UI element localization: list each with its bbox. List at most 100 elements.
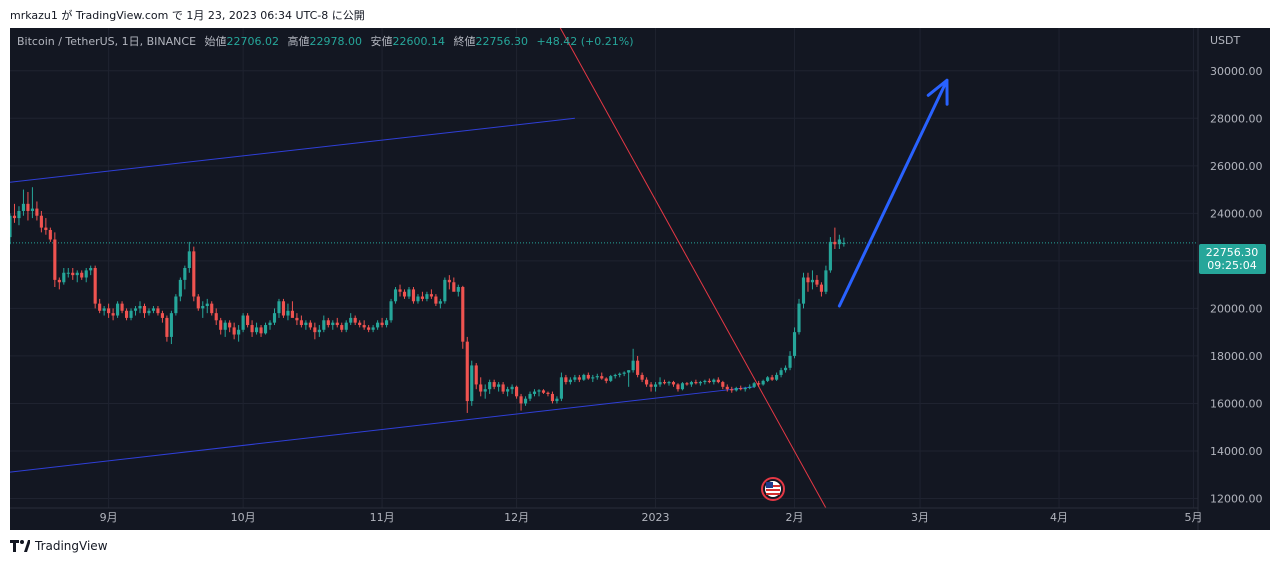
tradingview-logo-icon [10, 540, 30, 552]
chart-panel[interactable]: 30000.0028000.0026000.0024000.0022000.00… [10, 28, 1270, 530]
candle-body [228, 322, 232, 328]
candle-body [66, 272, 70, 274]
candle-body [304, 322, 308, 326]
candle-body [340, 325, 344, 330]
candle-body [586, 374, 590, 379]
candle-body [393, 289, 398, 302]
candle-body [102, 308, 106, 311]
legend: Bitcoin / TetherUS, 1日, BINANCE 始値22706.… [17, 34, 634, 48]
candle-body [434, 296, 438, 304]
candle-body [550, 393, 555, 402]
candle-body [290, 310, 294, 318]
candle-body [30, 208, 34, 211]
candle-body [241, 315, 245, 330]
candle-body [402, 291, 407, 297]
candle-body [89, 268, 93, 271]
candle-body [452, 282, 456, 292]
candle-body [577, 377, 581, 380]
candle-body [716, 379, 720, 383]
candle-body [775, 374, 779, 380]
price-tick-label: 20000.00 [1210, 302, 1263, 315]
footer-brand[interactable]: TradingView [35, 539, 108, 553]
candle-body [75, 272, 79, 276]
candle-body [192, 251, 196, 297]
candle-body [810, 279, 815, 283]
candle-body [474, 365, 478, 385]
candle-body [712, 379, 716, 383]
candle-body [465, 341, 469, 402]
candle-body [407, 289, 411, 297]
badge-price: 22756.30 [1206, 246, 1259, 259]
currency-label: USDT [1210, 34, 1241, 47]
candle-body [515, 386, 519, 397]
candle-body [528, 393, 532, 399]
candle-body [815, 279, 819, 285]
candle-body [694, 382, 698, 384]
candle-body [53, 239, 57, 280]
candle-body [223, 322, 227, 330]
time-tick-label: 2023 [642, 511, 670, 524]
legend-open-label: 始値 [205, 34, 227, 48]
candle-body [263, 325, 268, 334]
candle-body [376, 322, 380, 328]
footer: TradingView [10, 539, 108, 553]
candle-body [591, 377, 595, 379]
price-tick-label: 12000.00 [1210, 492, 1263, 505]
candle-body [147, 310, 151, 314]
candle-body [766, 377, 770, 381]
candle-body [676, 384, 680, 390]
candle-body [389, 301, 393, 321]
legend-high-value: 22978.00 [310, 35, 363, 48]
candle-body [649, 384, 653, 387]
candle-body [806, 277, 810, 283]
candle-body [299, 320, 303, 326]
candle-body [725, 386, 729, 390]
candles [10, 187, 846, 413]
candle-body [26, 203, 30, 211]
candle-body [582, 374, 586, 380]
time-tick-label: 4月 [1050, 511, 1068, 524]
candle-body [367, 327, 371, 330]
candle-body [371, 327, 375, 330]
candle-body [12, 215, 17, 219]
price-axis[interactable]: 30000.0028000.0026000.0024000.0022000.00… [1210, 65, 1263, 506]
candle-body [640, 374, 644, 380]
candle-body [142, 306, 147, 314]
price-tick-label: 28000.00 [1210, 112, 1263, 125]
candle-body [398, 289, 402, 292]
candle-body [174, 296, 178, 314]
target-arrow-shaft [837, 78, 949, 308]
candle-body [828, 241, 832, 271]
svg-text:Bitcoin / TetherUS, 1日, BINANC: Bitcoin / TetherUS, 1日, BINANCE 始値22706.… [17, 34, 634, 48]
trendlines[interactable] [10, 28, 949, 509]
chart-background [10, 28, 1270, 530]
candle-body [730, 389, 734, 391]
candlestick-chart[interactable]: 30000.0028000.0026000.0024000.0022000.00… [10, 28, 1270, 530]
candle-body [138, 306, 142, 309]
time-axis[interactable]: 9月 10月 11月 12月 2023 2月 3月 4月 5月 [100, 511, 1203, 524]
candle-body [272, 313, 277, 323]
candle-body [739, 388, 743, 390]
candle-body [425, 294, 429, 299]
candle-body [313, 327, 317, 333]
price-tick-label: 30000.00 [1210, 65, 1263, 78]
candle-body [783, 367, 788, 371]
candle-body [792, 332, 797, 356]
candle-body [604, 378, 608, 381]
target-arrow-head [926, 78, 949, 106]
us-flag-icon[interactable] [761, 477, 785, 501]
candle-body [286, 310, 290, 316]
candle-body [349, 317, 353, 323]
candle-body [788, 355, 792, 368]
candle-body [645, 379, 649, 385]
candle-body [488, 382, 492, 390]
candle-body [622, 372, 626, 374]
candle-body [201, 306, 205, 309]
time-tick-label: 12月 [504, 511, 529, 524]
candle-body [331, 322, 335, 326]
candle-body [600, 376, 604, 379]
candle-body [658, 382, 662, 385]
candle-body [447, 279, 451, 283]
time-tick-label: 3月 [911, 511, 929, 524]
candle-body [613, 374, 617, 377]
